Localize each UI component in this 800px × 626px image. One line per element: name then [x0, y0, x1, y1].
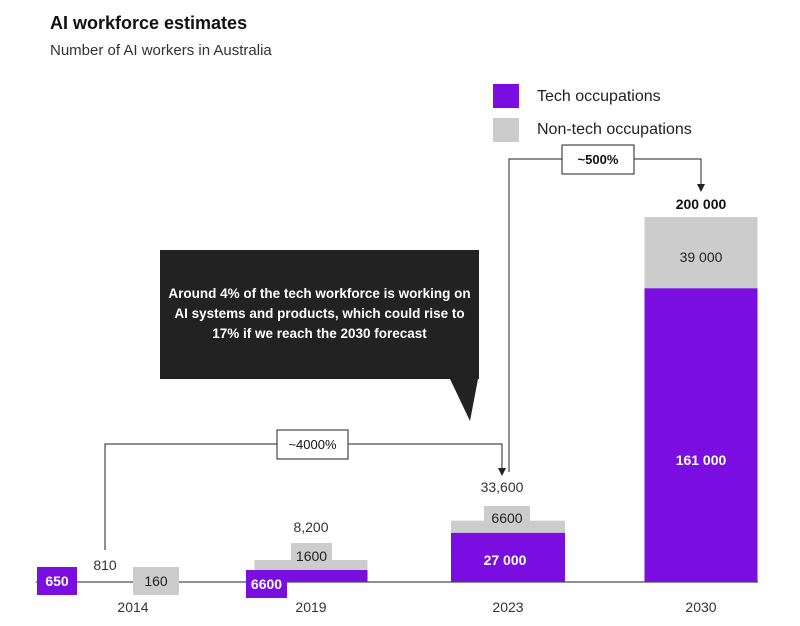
legend-swatch-tech: [493, 84, 519, 108]
value-label-tech-2023: 27 000: [484, 552, 527, 568]
connector-2014-left: [104, 443, 277, 550]
total-label-2019: 8,200: [293, 519, 328, 535]
callout-box: Around 4% of the tech workforce is worki…: [160, 250, 479, 421]
legend: Tech occupations Non-tech occupations: [493, 84, 692, 142]
x-tick-2014: 2014: [117, 599, 148, 615]
bar-nontech-2014: [133, 567, 179, 595]
value-label-nontech-2023: 6600: [491, 510, 522, 526]
callout-line-3: 17% if we reach the 2030 forecast: [212, 326, 427, 341]
x-tick-2019: 2019: [295, 599, 326, 615]
callout-line-2: AI systems and products, which could ris…: [174, 306, 464, 321]
callout-background: [160, 250, 479, 379]
chart-subtitle: Number of AI workers in Australia: [50, 42, 272, 59]
value-label-tech-2014: 650: [45, 573, 69, 589]
connector-2014-right: [348, 443, 503, 470]
value-label-nontech-2030: 39 000: [680, 249, 723, 265]
arrowhead-2023: [498, 468, 506, 476]
arrowhead-2030: [697, 184, 705, 192]
value-label-tech-2030: 161 000: [676, 452, 727, 468]
connector-2023-right: [634, 158, 702, 186]
growth-text-4000: ~4000%: [288, 437, 337, 452]
value-box-tech-2019: [246, 570, 287, 598]
bar-tech-2030: [644, 288, 758, 582]
growth-box-500: [561, 144, 635, 175]
growth-label-4000: ~4000%: [276, 429, 349, 460]
x-tick-2030: 2030: [685, 599, 716, 615]
connector-2023-left: [508, 158, 562, 472]
total-label-2030: 200 000: [676, 196, 727, 212]
legend-swatch-nontech: [493, 118, 519, 142]
x-tick-2023: 2023: [492, 599, 523, 615]
bar-nontech-2030: [644, 217, 758, 289]
legend-label-nontech: Non-tech occupations: [537, 121, 692, 138]
callout-line-1: Around 4% of the tech workforce is worki…: [168, 286, 470, 301]
value-box-nontech-2023: [484, 506, 530, 530]
chart-title: AI workforce estimates: [50, 13, 247, 33]
bars-layer: 2014 2019 2023 2030 650 160 810 6600 1600 8,200 27…: [36, 196, 758, 615]
bar-tech-2014: [37, 567, 77, 595]
value-label-nontech-2014: 160: [144, 573, 168, 589]
value-label-tech-2019: 6600: [251, 576, 282, 592]
value-label-nontech-2019: 1600: [296, 548, 327, 564]
total-label-2014: 810: [93, 557, 117, 573]
total-label-2023: 33,600: [481, 479, 524, 495]
growth-label-500: ~500%: [561, 144, 635, 175]
value-box-nontech-2019: [291, 543, 332, 569]
growth-text-500: ~500%: [578, 152, 619, 167]
legend-label-tech: Tech occupations: [537, 88, 661, 105]
bar-tech-2023: [451, 532, 565, 582]
connectors-layer: [104, 158, 705, 550]
growth-box-4000: [276, 429, 349, 460]
callout-pointer: [450, 379, 478, 421]
